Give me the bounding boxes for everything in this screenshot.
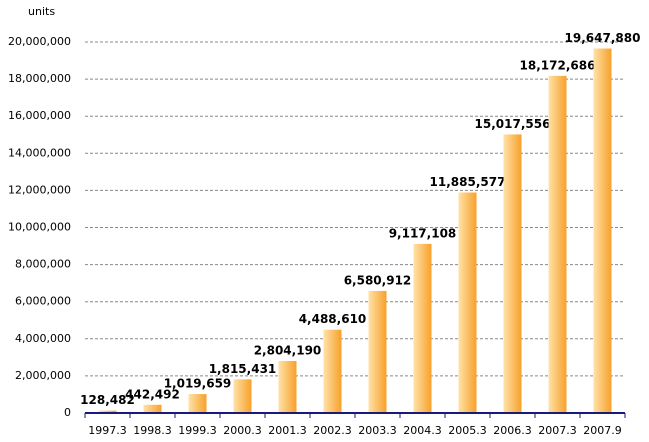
x-tick-label: 1997.3 [88,424,127,437]
x-tick-label: 2005.3 [448,424,487,437]
value-label: 442,492 [125,387,180,401]
y-tick-label: 0 [64,406,71,419]
bar [368,290,387,413]
y-tick-label: 14,000,000 [8,146,71,159]
bar [143,404,162,413]
y-tick-label: 2,000,000 [15,369,71,382]
bar [413,243,432,413]
bar [278,360,297,413]
x-tick-label: 2002.3 [313,424,352,437]
value-label: 18,172,686 [520,58,596,72]
x-tick-label: 2007.3 [538,424,577,437]
x-tick-label: 2006.3 [493,424,532,437]
value-label: 2,804,190 [254,343,322,357]
x-tick-label: 2004.3 [403,424,442,437]
y-tick-label: 16,000,000 [8,109,71,122]
x-tick-label: 2003.3 [358,424,397,437]
y-tick-label: 20,000,000 [8,35,71,48]
y-tick-label: 12,000,000 [8,183,71,196]
bar [593,48,612,413]
value-label: 6,580,912 [344,273,412,287]
bar [548,75,567,414]
x-tick-label: 1998.3 [133,424,172,437]
x-tick-label: 1999.3 [178,424,217,437]
value-label: 128,482 [80,393,135,407]
y-tick-label: 18,000,000 [8,72,71,85]
x-tick-label: 2000.3 [223,424,262,437]
y-tick-label: 10,000,000 [8,221,71,234]
value-label: 1,815,431 [209,362,277,376]
bar [233,379,252,413]
value-label: 19,647,880 [565,31,641,45]
value-label: 1,019,659 [164,377,232,391]
y-axis-label: units [28,5,55,18]
value-label: 9,117,108 [389,226,457,240]
value-label: 11,885,577 [430,175,506,189]
bar [323,329,342,413]
x-tick-label: 2007.9 [583,424,622,437]
value-label: 4,488,610 [299,312,367,326]
y-tick-label: 6,000,000 [15,295,71,308]
bar [98,410,117,413]
y-tick-label: 8,000,000 [15,258,71,271]
bar [458,192,477,413]
bar [188,394,207,413]
bar [503,134,522,414]
y-tick-label: 4,000,000 [15,332,71,345]
value-label: 15,017,556 [475,117,551,131]
x-tick-label: 2001.3 [268,424,307,437]
